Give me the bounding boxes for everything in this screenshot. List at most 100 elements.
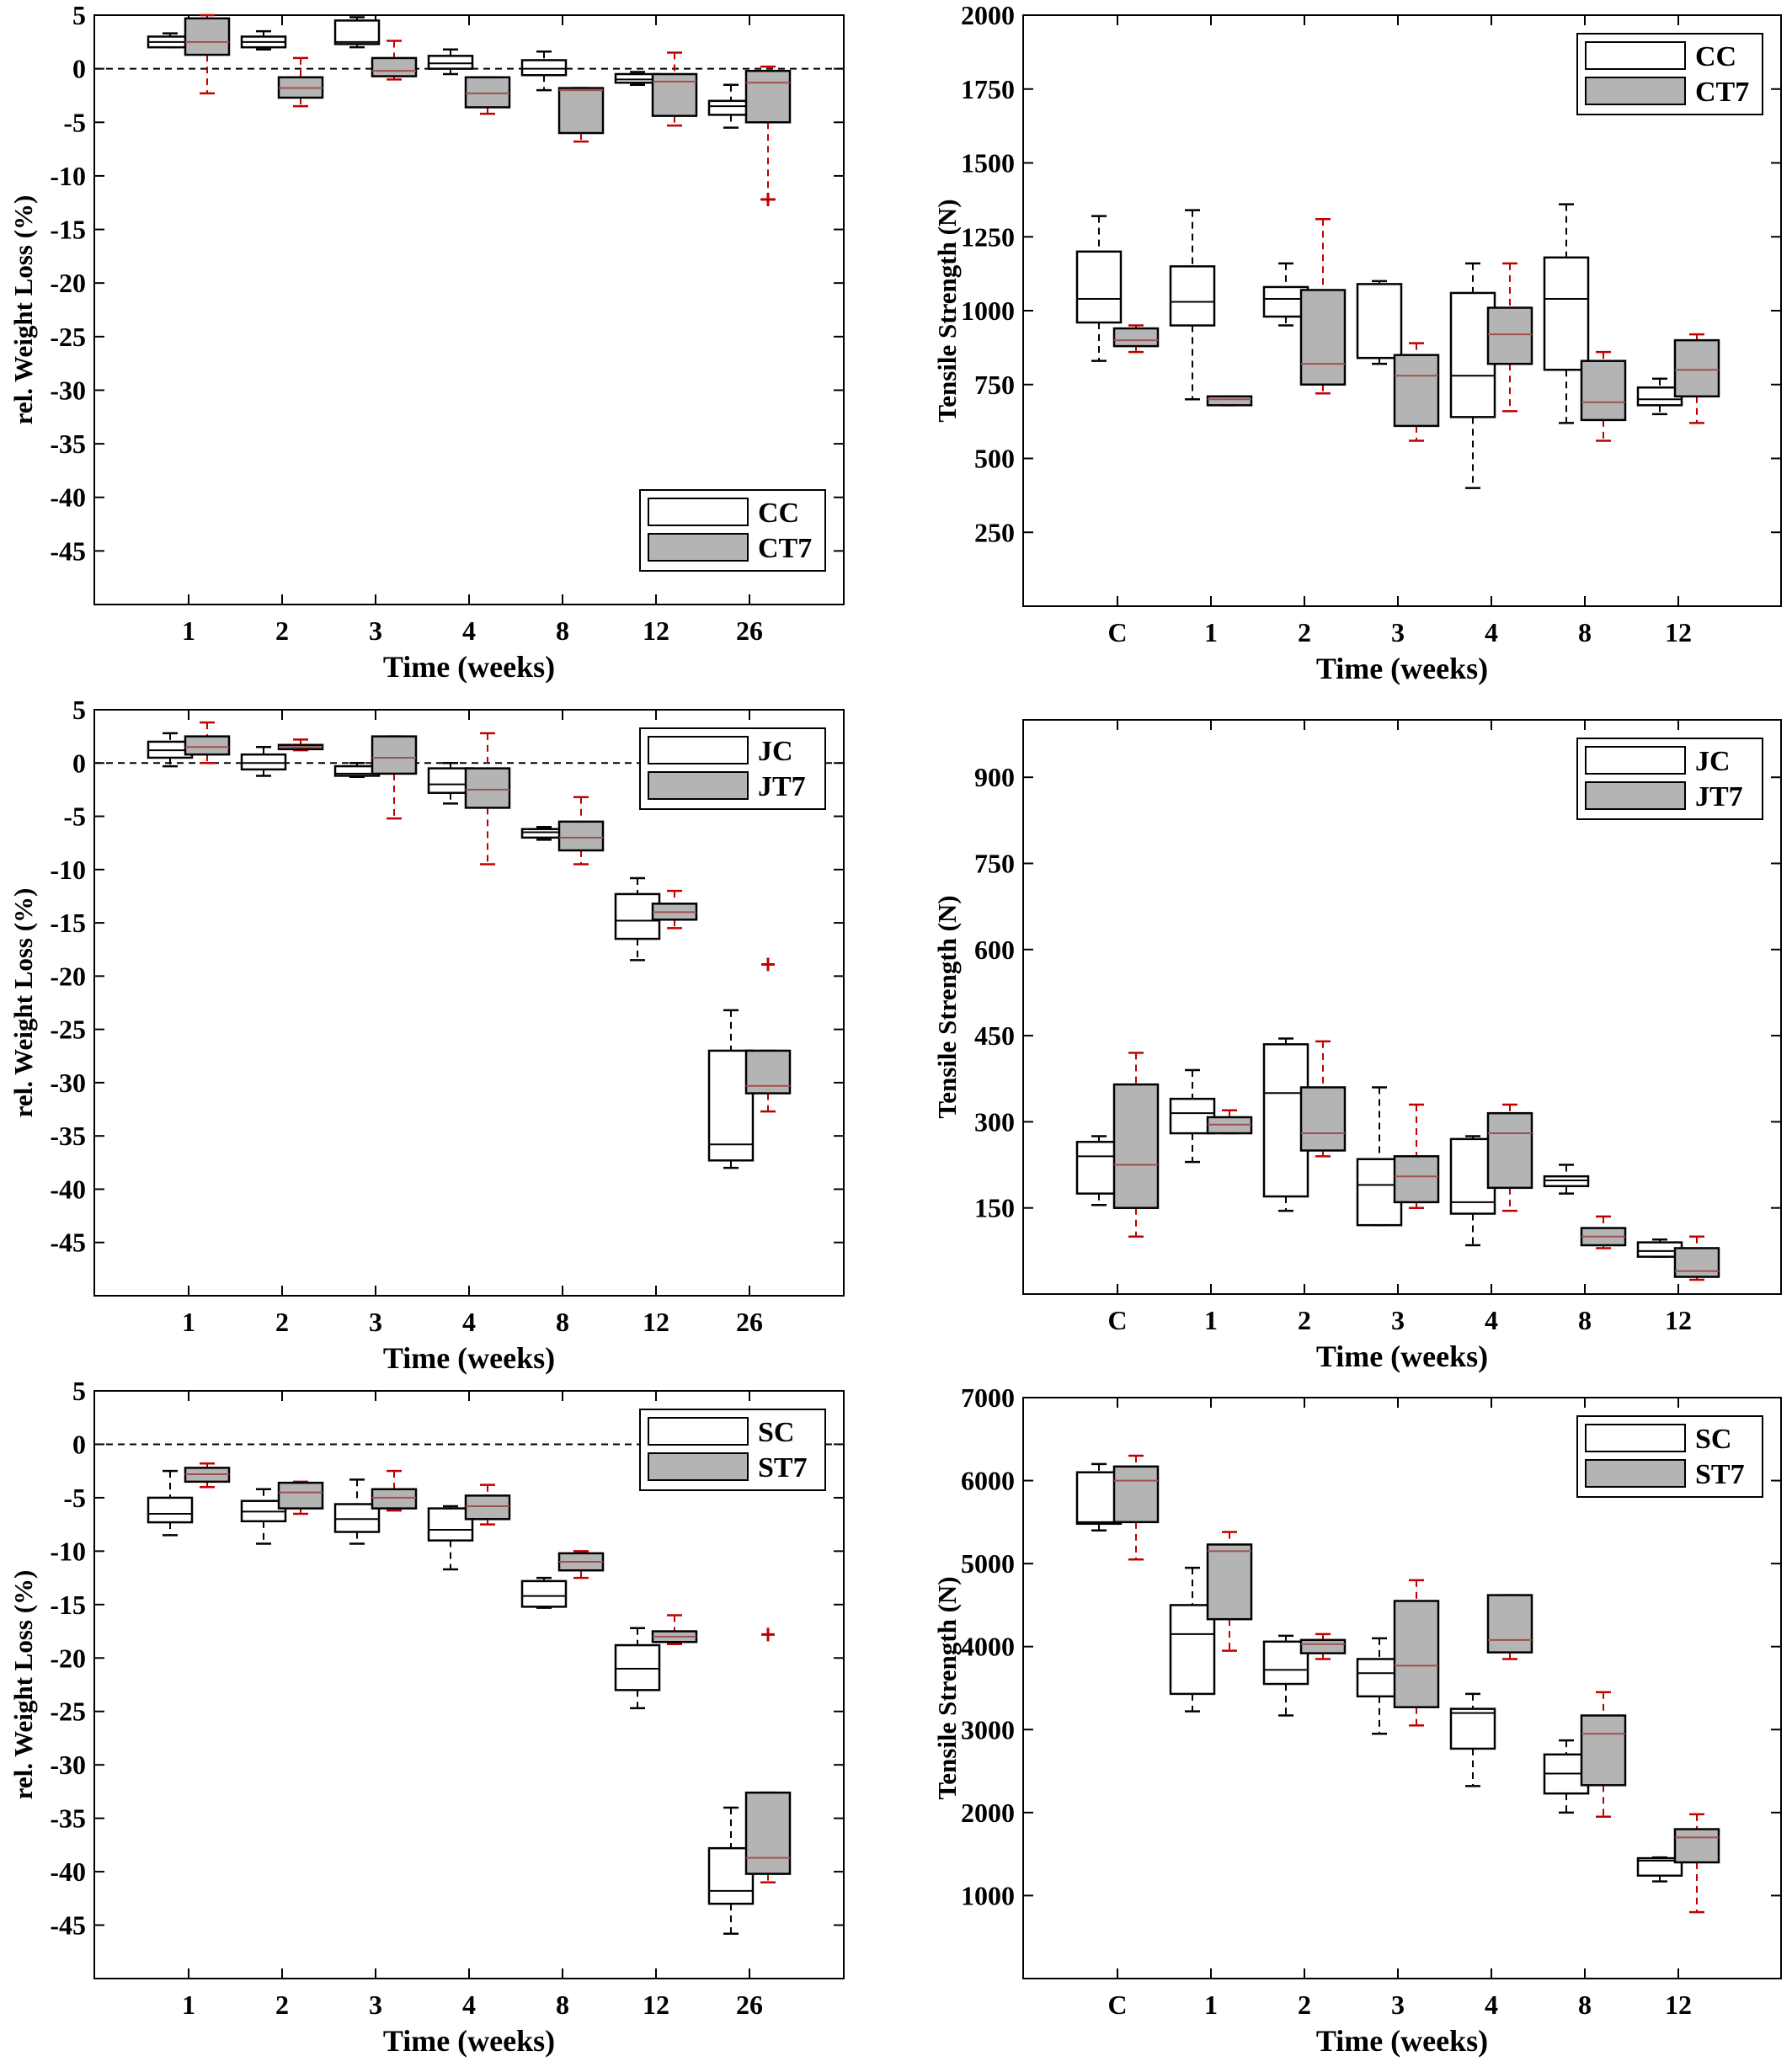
box-CT7-4 [1486,262,1533,413]
outlier-marker [761,957,775,972]
box-iqr [1075,250,1123,324]
y-tick-label: -35 [50,1121,86,1151]
box-iqr [184,17,231,56]
y-tick-label: -45 [50,535,86,566]
box-JT7-1 [1206,1109,1253,1135]
x-axis-label: Time (weeks) [1316,1340,1488,1373]
box-iqr [371,735,418,775]
x-axis-label: Time (weeks) [383,1341,555,1375]
box-ST7-C [1112,1454,1160,1561]
box-CT7-2 [1299,217,1347,395]
y-tick-label: 5 [72,695,86,725]
box-iqr [427,55,474,70]
y-tick-label: -20 [50,268,86,298]
box-CT7-3 [371,40,418,81]
box-JT7-8 [557,796,605,866]
x-tick-label: 2 [275,615,289,646]
y-tick-label: -30 [50,375,86,405]
x-tick-label: 2 [275,1307,289,1337]
y-axis-label: rel. Weight Loss (%) [8,888,38,1118]
box-ST7-3 [371,1469,418,1512]
x-tick-label: 8 [1578,617,1592,647]
x-tick-label: 3 [1391,617,1405,647]
y-tick-label: -35 [50,429,86,459]
box-CT7-2 [277,56,324,108]
x-tick-label: 12 [1665,617,1692,647]
box-CC-4 [427,48,474,76]
legend-label: SC [1695,1424,1731,1455]
y-tick-label: -35 [50,1803,86,1834]
y-tick-label: 500 [974,444,1015,474]
box-iqr [240,753,287,771]
box-iqr [1449,1707,1496,1750]
box-iqr [520,59,568,77]
box-iqr [1299,1638,1347,1654]
box-CC-3 [1356,280,1403,365]
legend: JC JT7 [639,727,826,810]
box-iqr [744,69,792,124]
legend-swatch [648,1417,749,1446]
box-iqr [1169,265,1216,327]
legend-swatch [648,498,749,526]
x-tick-label: 2 [1298,1305,1311,1335]
box-ST7-4 [464,1483,511,1526]
legend-label: CT7 [1695,77,1749,108]
box-iqr [614,1643,661,1691]
box-CC-2 [240,29,287,51]
box-iqr [371,1488,418,1510]
plot-frame [1022,1397,1782,1979]
legend-label: ST7 [1695,1459,1745,1490]
box-iqr [1393,1155,1440,1204]
box-ST7-4 [1486,1594,1533,1660]
y-tick-label: -5 [63,802,86,832]
box-iqr [1580,1714,1627,1787]
box-ST7-1 [1206,1531,1253,1652]
box-iqr [1356,283,1403,360]
y-tick-label: 2000 [961,0,1015,30]
legend: CC CT7 [639,489,826,572]
y-tick-label: 300 [974,1106,1015,1137]
box-CT7-3 [1393,342,1440,442]
y-tick-label: -25 [50,1015,86,1045]
y-tick-label: 6000 [961,1466,1015,1496]
box-ST7-12 [1673,1813,1720,1914]
box-iqr [557,87,605,135]
y-tick-label: 1750 [961,74,1015,104]
box-iqr [1673,338,1720,398]
box-iqr [1636,1856,1683,1878]
x-tick-label: 4 [1485,617,1498,647]
y-tick-label: 1000 [961,1880,1015,1910]
legend-label: CC [1695,41,1736,72]
y-tick-label: -10 [50,161,86,191]
box-CC-12 [1636,377,1683,416]
x-tick-label: C [1107,617,1127,647]
box-CT7-8 [557,87,605,143]
y-tick-label: 3000 [961,1714,1015,1744]
y-tick-label: -45 [50,1228,86,1258]
legend-label: JT7 [758,771,806,802]
x-tick-label: 8 [556,1989,569,2020]
box-CC-C [1075,215,1123,362]
legend-swatch [1585,1424,1686,1452]
x-tick-label: 26 [736,1307,763,1337]
x-tick-label: 26 [736,615,763,646]
legend-swatch [1585,77,1686,105]
box-CC-1 [1169,209,1216,401]
box-CT7-C [1112,324,1160,354]
outlier-marker [761,1627,775,1642]
box-ST7-12 [651,1614,698,1646]
box-ST7-26 [744,1627,792,1884]
box-ST7-1 [184,1462,231,1489]
box-iqr [1580,360,1627,422]
legend-swatch [648,736,749,764]
y-tick-label: 1250 [961,221,1015,252]
y-tick-label: 150 [974,1193,1015,1223]
x-tick-label: 3 [369,1989,382,2020]
box-SC-12 [614,1627,661,1710]
y-tick-label: 750 [974,849,1015,879]
x-tick-label: 4 [462,1307,476,1337]
legend-swatch [1585,746,1686,775]
x-tick-label: 12 [643,1307,669,1337]
